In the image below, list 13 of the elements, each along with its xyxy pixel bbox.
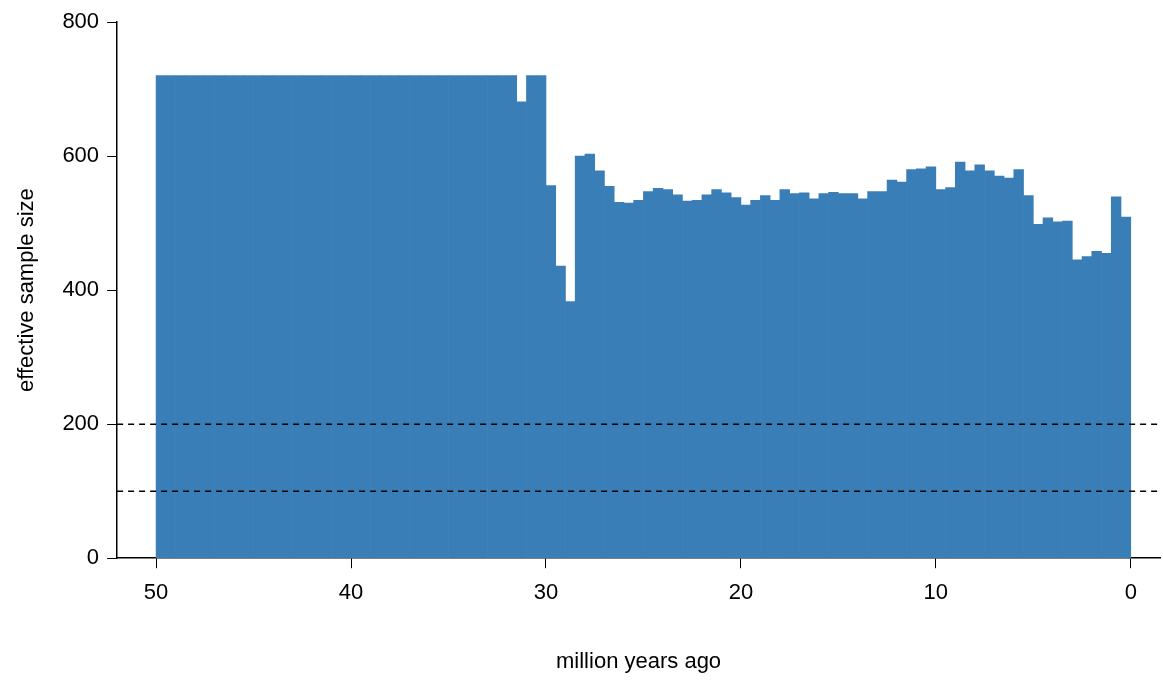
x-tick-label: 50 bbox=[143, 579, 169, 605]
y-tick-label: 0 bbox=[86, 544, 100, 570]
y-tick-label: 200 bbox=[62, 410, 100, 436]
y-tick-label: 400 bbox=[62, 276, 100, 302]
x-axis-title: million years ago bbox=[556, 647, 722, 673]
x-tick-label: 30 bbox=[533, 579, 559, 605]
y-tick-label: 600 bbox=[62, 142, 100, 168]
x-tick-label: 20 bbox=[728, 579, 754, 605]
y-tick-label: 800 bbox=[62, 8, 100, 34]
x-tick-label: 10 bbox=[923, 579, 949, 605]
x-tick-label: 40 bbox=[338, 579, 364, 605]
y-axis-title: effective sample size bbox=[13, 188, 39, 393]
x-tick-label: 0 bbox=[1124, 579, 1137, 605]
